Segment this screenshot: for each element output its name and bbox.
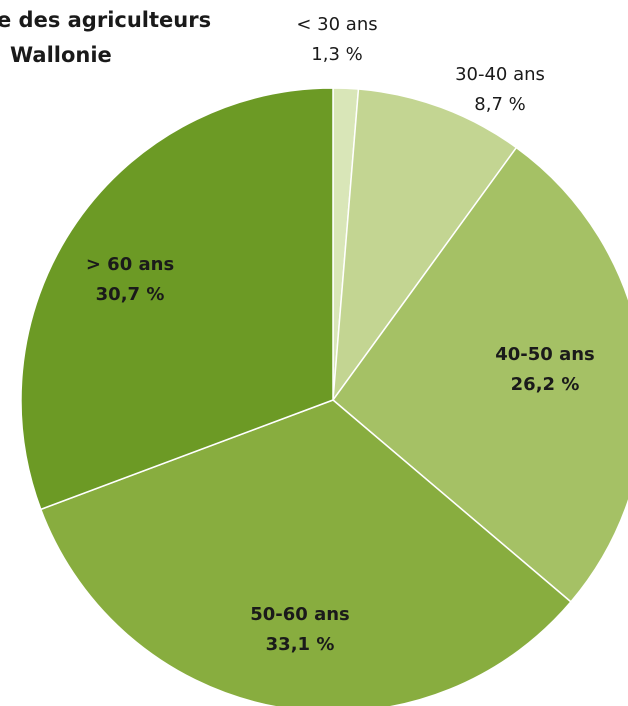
pie-slice-4 xyxy=(39,399,572,706)
slice-label-1: < 30 ans xyxy=(296,14,377,35)
slice-value-2: 8,7 % xyxy=(474,94,525,115)
pie-slice-5 xyxy=(20,87,334,511)
slice-value-1: 1,3 % xyxy=(311,44,362,65)
pie-slice-3 xyxy=(331,146,628,603)
slice-value-3: 26,2 % xyxy=(511,374,580,395)
slice-label-4: 50-60 ans xyxy=(250,604,350,625)
slice-value-5: 30,7 % xyxy=(96,284,165,305)
slice-label-3: 40-50 ans xyxy=(495,344,595,365)
pie-slice-2 xyxy=(332,88,518,403)
pie-slices xyxy=(20,87,628,706)
slice-value-4: 33,1 % xyxy=(266,634,335,655)
pie-labels: < 30 ans 1,3 % 30-40 ans 8,7 % 40-50 ans 26,2… xyxy=(86,14,595,655)
chart-title-line-2: Wallonie xyxy=(10,43,112,67)
slice-label-2: 30-40 ans xyxy=(455,64,545,85)
chart-title-line-1: e des agriculteurs xyxy=(0,8,211,32)
slice-label-5: > 60 ans xyxy=(86,254,174,275)
